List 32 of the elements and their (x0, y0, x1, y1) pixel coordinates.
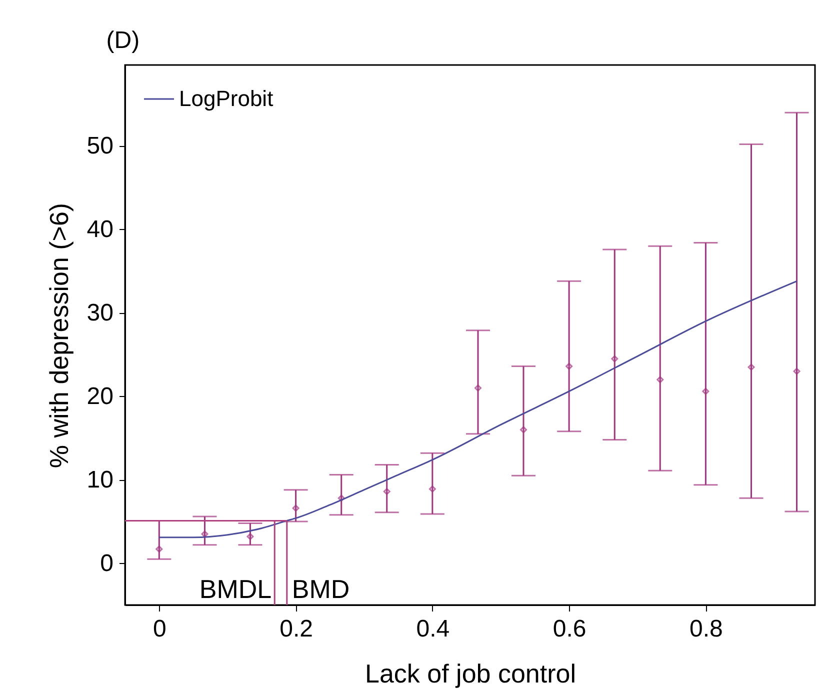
point (474, 384, 482, 392)
point (656, 376, 664, 384)
ref-line-label: BMDL (199, 574, 272, 604)
y-tick-label: 0 (100, 550, 114, 577)
point (520, 426, 527, 434)
y-tick-label: 50 (86, 132, 114, 160)
y-tick-label: 30 (86, 299, 114, 326)
line-series (158, 280, 798, 538)
ref-line-label: BMD (292, 574, 350, 604)
point (702, 388, 710, 395)
point (383, 488, 390, 495)
point (793, 368, 800, 375)
y-tick-label: 10 (86, 466, 114, 494)
x-axis-title: Lack of job control (364, 658, 576, 688)
x-tick-label: 0.6 (552, 616, 586, 642)
chart-title: (D) (106, 27, 140, 54)
point (338, 494, 345, 502)
point (748, 364, 755, 371)
x-tick-label: 0.2 (280, 616, 313, 642)
x-tick-label: 0 (152, 616, 166, 642)
x-tick-label: 0.8 (690, 616, 723, 642)
y-tick-label: 40 (86, 216, 114, 243)
x-tick-label: 0.4 (416, 616, 450, 642)
y-tick-label: 20 (86, 382, 114, 410)
point (292, 504, 300, 512)
legend-label: LogProbit (179, 86, 274, 111)
point (428, 486, 436, 492)
point (246, 533, 254, 540)
y-axis-title: % with depression (>6) (44, 202, 74, 468)
point (611, 355, 618, 362)
point (156, 546, 163, 553)
point (566, 362, 573, 370)
